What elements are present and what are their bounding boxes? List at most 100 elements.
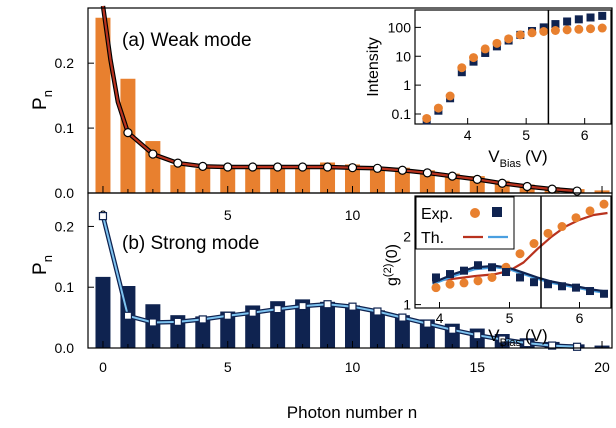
g2-square-point — [432, 273, 440, 282]
strong-theory-point — [248, 308, 257, 317]
strong-bar — [220, 311, 236, 348]
strong-theory-point — [373, 307, 382, 316]
g2-square-point — [572, 283, 580, 292]
strong-bar — [95, 276, 111, 348]
strong-theory-point — [198, 315, 207, 324]
legend-th-label: Th. — [421, 230, 444, 247]
weak-theory-point — [322, 162, 333, 172]
g2-square-point — [544, 280, 552, 289]
weak-ytick-label: 0.0 — [55, 185, 75, 201]
g2-square-point — [446, 270, 454, 279]
weak-bar — [345, 164, 360, 193]
weak-theory-point — [297, 162, 308, 172]
legend-box — [415, 196, 515, 250]
weak-theory-point — [248, 162, 258, 172]
weak-theory-point — [198, 161, 208, 171]
g2-circle-point — [431, 283, 441, 293]
intensity-circle-point — [550, 25, 560, 35]
weak-ytick-label: 0.2 — [55, 55, 75, 71]
intensity-ytick-label: 1 — [403, 77, 411, 93]
weak-bar — [394, 167, 410, 193]
strong-bar — [320, 301, 336, 348]
intensity-ytick-label: 10 — [395, 48, 411, 64]
intensity-circle-point — [586, 24, 596, 34]
g2-theory-line — [432, 264, 608, 293]
g2-square-point — [558, 282, 566, 291]
g2-square-point — [488, 263, 496, 272]
g2-circle-point — [557, 222, 567, 232]
strong-theory-point — [498, 335, 507, 344]
weak-theory-point — [572, 186, 582, 196]
strong-mode-axis-ticks: 0.00.10.20 5 10 15 20 — [55, 218, 610, 375]
intensity-circle-point — [574, 24, 584, 34]
g2-theory-line — [432, 211, 608, 282]
g2-xtick-label: 4 — [436, 310, 444, 326]
strong-bar — [295, 299, 311, 348]
weak-theory-point — [522, 181, 532, 192]
strong-theory-point — [323, 300, 332, 309]
intensity-square-point — [563, 17, 572, 26]
weak-theory-point — [547, 184, 557, 194]
weak-ytick-label: 0.1 — [55, 120, 75, 136]
x-tick-label: 5 — [224, 359, 232, 375]
weak-bar — [419, 170, 435, 193]
intensity-circle-point — [445, 91, 455, 101]
g2-square-point — [516, 273, 524, 282]
weak-bar — [195, 168, 211, 193]
g2-inset-series — [431, 199, 609, 298]
weak-bar — [220, 168, 236, 193]
g2-inset: 1 2 4 5 6 Exp. Th. g(2)(0) VBias (V) — [382, 195, 612, 349]
strong-theory-point — [473, 331, 482, 340]
intensity-circle-point — [492, 38, 502, 48]
mid-x-tick-label: 10 — [345, 207, 361, 223]
weak-theory-point — [223, 162, 233, 172]
g2-square-point — [530, 278, 538, 287]
strong-mode-panel: 0.00.10.20 5 10 15 20 (b) Strong mode Pn Pho… — [30, 192, 613, 422]
g2-circle-point — [445, 279, 455, 289]
intensity-circle-point — [469, 53, 479, 63]
strong-bar — [345, 305, 360, 348]
g2-theory-line — [432, 266, 608, 295]
strong-theory-point — [398, 313, 407, 322]
intensity-square-point — [598, 11, 607, 20]
strong-ytick-label: 0.0 — [55, 340, 75, 356]
weak-mode-panel-label: (a) Weak mode — [122, 30, 252, 51]
g2-square-point — [600, 289, 608, 298]
x-axis-label: Photon number n — [287, 403, 417, 422]
intensity-inset-x-label: VBias (V) — [488, 147, 547, 170]
strong-theory-point — [423, 319, 432, 328]
weak-bar — [170, 165, 186, 193]
g2-xtick-label: 5 — [506, 310, 514, 326]
strong-theory-point — [348, 302, 357, 311]
intensity-circle-point — [457, 63, 467, 73]
strong-mode-y-label: Pn — [30, 255, 55, 275]
intensity-circle-point — [539, 26, 549, 36]
strong-bar — [369, 310, 385, 348]
strong-ytick-label: 0.2 — [55, 218, 75, 234]
weak-mode-y-label: Pn — [30, 90, 55, 110]
legend-exp-label: Exp. — [421, 206, 453, 223]
weak-bar — [369, 167, 385, 193]
weak-mode-theory-line — [101, 5, 578, 193]
intensity-circle-point — [422, 113, 432, 123]
mid-x-tick-label: 5 — [224, 207, 232, 223]
intensity-square-point — [574, 15, 583, 24]
intensity-square-point — [551, 20, 560, 29]
strong-theory-point — [548, 341, 557, 350]
g2-square-point — [586, 287, 594, 296]
intensity-circle-point — [504, 34, 514, 44]
strong-mode-frame — [87, 192, 613, 349]
intensity-circle-point — [433, 103, 443, 113]
weak-theory-point — [497, 178, 507, 188]
weak-mode-theory-points — [123, 128, 582, 196]
weak-bar — [295, 165, 311, 193]
strong-ytick-label: 0.1 — [55, 279, 75, 295]
strong-theory-point — [448, 325, 457, 334]
intensity-xtick-label: 4 — [464, 127, 472, 143]
weak-theory-point — [148, 149, 158, 159]
strong-theory-point — [123, 311, 133, 320]
weak-theory-point — [123, 128, 133, 138]
g2-circle-point — [585, 206, 595, 216]
